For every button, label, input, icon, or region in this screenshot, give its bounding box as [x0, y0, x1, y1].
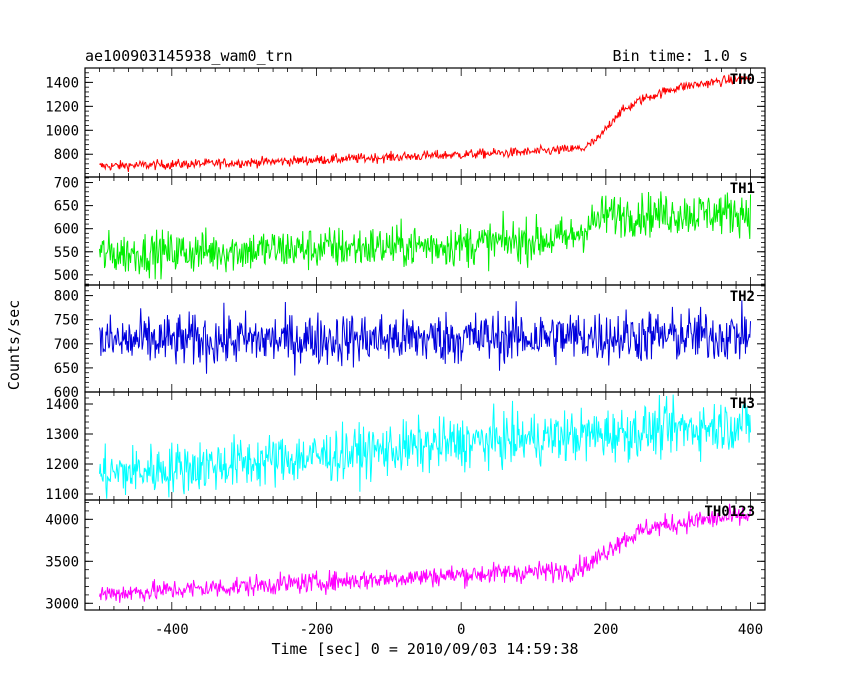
panel-label-th2: TH2 — [730, 289, 755, 305]
x-tick-label: 0 — [457, 622, 465, 638]
y-tick-label: 500 — [54, 268, 79, 284]
panel-label-th3: TH3 — [730, 396, 755, 412]
y-tick-label: 750 — [54, 313, 79, 329]
y-tick-label: 650 — [54, 361, 79, 377]
series-line-th0123 — [98, 503, 752, 603]
y-tick-label: 1300 — [45, 427, 79, 443]
panel-label-th1: TH1 — [730, 181, 755, 197]
panel-label-th0123: TH0123 — [704, 504, 755, 520]
y-tick-label: 800 — [54, 147, 79, 163]
y-tick-label: 1100 — [45, 487, 79, 503]
panel-th0: 800 1000 1200 1400 TH0 — [45, 67, 766, 178]
y-tick-label: 1000 — [45, 123, 79, 139]
series-line-th0 — [99, 74, 752, 172]
panel-th1: 500 550 600 650 700 TH1 — [54, 176, 766, 286]
series-line-th3 — [98, 394, 752, 499]
chart-title: ae100903145938_wam0_trn — [85, 47, 293, 65]
y-tick-label: 1400 — [45, 397, 79, 413]
y-tick-label: 600 — [54, 222, 79, 238]
panel-th0123: 3000 3500 4000 TH0123 — [45, 499, 766, 612]
y-tick-label: 4000 — [45, 512, 79, 528]
y-tick-label: 600 — [54, 385, 79, 401]
series-line-th1 — [98, 191, 752, 280]
panel-frame — [84, 67, 766, 178]
y-tick-label: 1200 — [45, 99, 79, 115]
panel-label-th0: TH0 — [730, 72, 755, 88]
x-tick-label: -400 — [155, 622, 189, 638]
panel-th3: 1100 1200 1300 1400 TH3 — [45, 391, 766, 503]
y-tick-label: 1200 — [45, 457, 79, 473]
x-axis: -400 -200 0 200 400 — [155, 622, 763, 638]
panel-th2: 600 650 700 750 800 TH2 — [54, 284, 766, 401]
x-tick-label: 200 — [593, 622, 618, 638]
series-line-th2 — [98, 300, 752, 376]
panel-frame — [84, 499, 766, 611]
bin-time-label: Bin time: 1.0 s — [613, 47, 748, 65]
y-tick-label: 1400 — [45, 75, 79, 91]
y-tick-label: 3000 — [45, 596, 79, 612]
x-tick-label: -200 — [300, 622, 334, 638]
y-axis-label: Counts/sec — [5, 300, 23, 390]
x-tick-label: 400 — [738, 622, 763, 638]
y-tick-label: 3500 — [45, 554, 79, 570]
y-tick-label: 800 — [54, 289, 79, 305]
y-tick-label: 550 — [54, 245, 79, 261]
y-tick-label: 700 — [54, 176, 79, 192]
x-axis-label: Time [sec] 0 = 2010/09/03 14:59:38 — [271, 640, 578, 658]
y-tick-label: 650 — [54, 199, 79, 215]
y-tick-label: 700 — [54, 337, 79, 353]
panel-frame — [84, 176, 766, 286]
